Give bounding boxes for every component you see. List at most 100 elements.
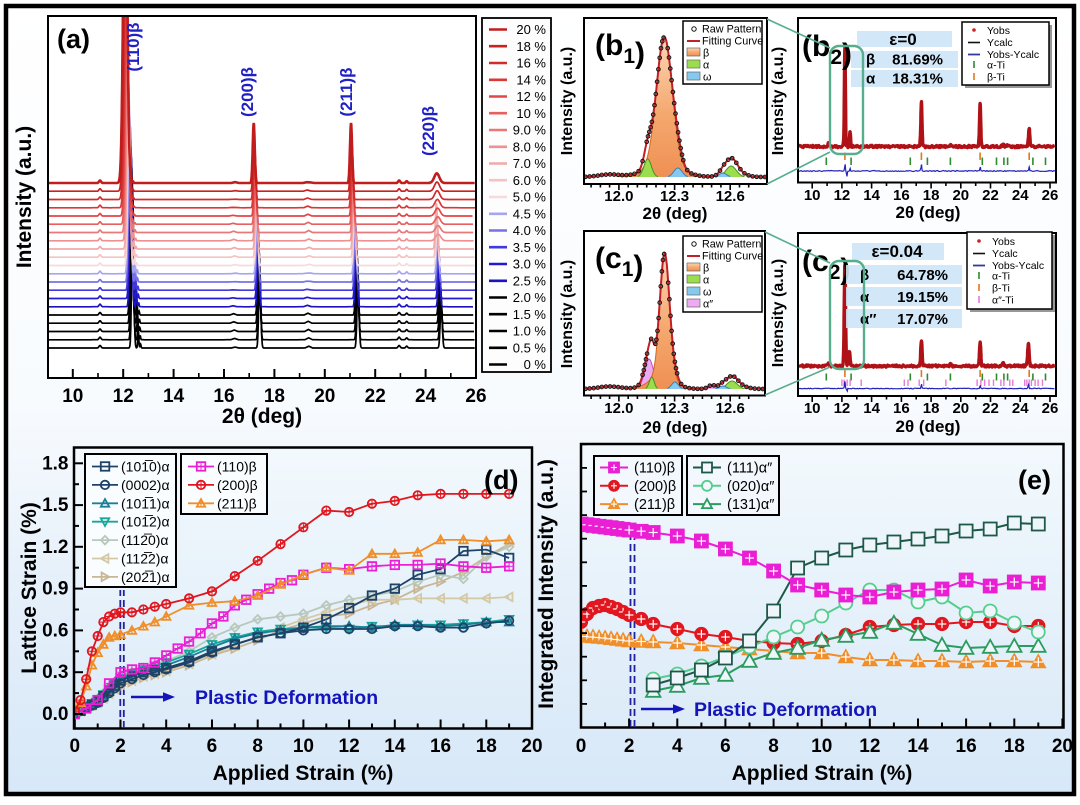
svg-text:α: α [703, 60, 709, 72]
svg-text:(e): (e) [1018, 465, 1051, 495]
svg-text:18: 18 [476, 736, 497, 757]
svg-text:α-Ti: α-Ti [992, 271, 1010, 283]
svg-text:2: 2 [624, 736, 635, 757]
svg-text:12: 12 [859, 736, 880, 757]
svg-text:3.5 %: 3.5 % [513, 240, 547, 255]
svg-text:β: β [703, 263, 709, 275]
svg-text:6.0 %: 6.0 % [513, 173, 547, 188]
svg-text:(110)β: (110)β [634, 461, 675, 477]
svg-text:1.5 %: 1.5 % [513, 307, 547, 322]
svg-text:α″: α″ [860, 311, 876, 328]
svg-text:α″: α″ [703, 299, 713, 311]
svg-text:Fitting Curve: Fitting Curve [702, 251, 763, 263]
svg-text:20 %: 20 % [516, 22, 546, 37]
svg-text:64.78%: 64.78% [897, 267, 948, 284]
svg-text:(110)β: (110)β [124, 22, 143, 71]
svg-text:12.0: 12.0 [604, 400, 633, 417]
svg-text:1.5: 1.5 [42, 495, 69, 516]
svg-text:24: 24 [1012, 187, 1029, 204]
svg-text:4.5 %: 4.5 % [513, 206, 547, 221]
svg-text:ω: ω [703, 72, 711, 84]
svg-text:16: 16 [213, 386, 234, 407]
svg-text:4: 4 [672, 736, 683, 757]
svg-text:α″-Ti: α″-Ti [992, 295, 1014, 307]
svg-text:14: 14 [384, 736, 406, 757]
svg-text:α: α [866, 71, 876, 88]
svg-text:(200)β: (200)β [634, 479, 676, 495]
svg-text:(020)α″: (020)α″ [727, 479, 774, 495]
svg-text:14: 14 [163, 386, 185, 407]
svg-text:(200)β: (200)β [217, 477, 258, 493]
svg-text:16: 16 [893, 187, 910, 204]
svg-text:12: 12 [339, 736, 360, 757]
svg-text:10: 10 [804, 400, 821, 417]
svg-text:5.0 %: 5.0 % [513, 190, 547, 205]
svg-text:18: 18 [264, 386, 285, 407]
svg-text:Intensity (a.u.): Intensity (a.u.) [559, 260, 576, 368]
svg-text:12 %: 12 % [516, 89, 546, 104]
svg-text:1.2: 1.2 [42, 537, 68, 558]
svg-text:Lattice Strain (%): Lattice Strain (%) [18, 502, 41, 674]
svg-text:Intensity (a.u.): Intensity (a.u.) [770, 47, 787, 155]
svg-text:β: β [703, 48, 709, 60]
svg-text:16: 16 [893, 400, 910, 417]
svg-text:14: 14 [907, 736, 929, 757]
svg-text:18: 18 [923, 187, 940, 204]
svg-text:0: 0 [70, 736, 81, 757]
svg-text:20: 20 [314, 386, 335, 407]
svg-text:Yobs-Ycalc: Yobs-Ycalc [992, 260, 1044, 272]
svg-text:Raw Pattern: Raw Pattern [702, 239, 761, 251]
svg-text:10: 10 [293, 736, 314, 757]
svg-text:16 %: 16 % [516, 56, 546, 71]
svg-text:2.0 %: 2.0 % [513, 290, 547, 305]
svg-text:2θ (deg): 2θ (deg) [643, 418, 708, 437]
svg-text:20: 20 [952, 400, 969, 417]
svg-text:(112̅0)α: (112̅0)α [121, 532, 169, 548]
svg-text:(0002)α: (0002)α [121, 477, 170, 493]
svg-text:7.0 %: 7.0 % [513, 156, 547, 171]
svg-text:18 %: 18 % [516, 39, 546, 54]
svg-text:12.3: 12.3 [660, 400, 689, 417]
svg-text:20: 20 [952, 187, 969, 204]
svg-text:14: 14 [863, 187, 880, 204]
svg-text:6: 6 [207, 736, 218, 757]
svg-text:14 %: 14 % [516, 72, 546, 87]
svg-text:α-Ti: α-Ti [987, 60, 1005, 72]
svg-text:Intensity (a.u.): Intensity (a.u.) [559, 47, 576, 155]
svg-text:(101̅1)α: (101̅1)α [121, 495, 170, 511]
svg-text:18: 18 [923, 400, 940, 417]
svg-text:18: 18 [1004, 736, 1025, 757]
svg-text:(111)α″: (111)α″ [727, 461, 772, 477]
svg-text:Integrated Intensity (a.u.): Integrated Intensity (a.u.) [535, 459, 558, 709]
svg-text:8: 8 [252, 736, 263, 757]
svg-text:20: 20 [521, 736, 542, 757]
svg-text:Plastic Deformation: Plastic Deformation [694, 699, 877, 721]
svg-text:Intensity (a.u.): Intensity (a.u.) [13, 126, 36, 268]
svg-text:Yobs: Yobs [987, 25, 1010, 37]
svg-text:ε=0: ε=0 [889, 30, 916, 49]
svg-text:20: 20 [1052, 736, 1073, 757]
svg-text:0.5 %: 0.5 % [513, 340, 547, 355]
svg-text:22: 22 [982, 187, 999, 204]
svg-text:Plastic Deformation: Plastic Deformation [195, 687, 378, 709]
svg-text:4: 4 [161, 736, 172, 757]
svg-text:Intensity (a.u.): Intensity (a.u.) [770, 259, 787, 367]
svg-text:Ycalc: Ycalc [987, 37, 1013, 49]
svg-text:8: 8 [768, 736, 779, 757]
svg-text:26: 26 [465, 386, 486, 407]
svg-text:12.6: 12.6 [716, 400, 745, 417]
svg-text:α: α [703, 275, 709, 287]
svg-text:2θ (deg): 2θ (deg) [896, 417, 961, 436]
svg-text:22: 22 [365, 386, 386, 407]
svg-text:24: 24 [1012, 400, 1029, 417]
svg-text:17.07%: 17.07% [897, 311, 948, 328]
svg-text:9.0 %: 9.0 % [513, 123, 547, 138]
svg-text:(220)β: (220)β [419, 106, 438, 156]
svg-text:10: 10 [811, 736, 832, 757]
svg-text:(211)β: (211)β [217, 495, 257, 511]
svg-text:(101̅0)α: (101̅0)α [121, 459, 170, 475]
svg-text:12.0: 12.0 [604, 188, 633, 205]
svg-text:26: 26 [1042, 187, 1059, 204]
svg-text:ω: ω [703, 287, 711, 299]
svg-text:Raw Pattern: Raw Pattern [702, 24, 761, 36]
